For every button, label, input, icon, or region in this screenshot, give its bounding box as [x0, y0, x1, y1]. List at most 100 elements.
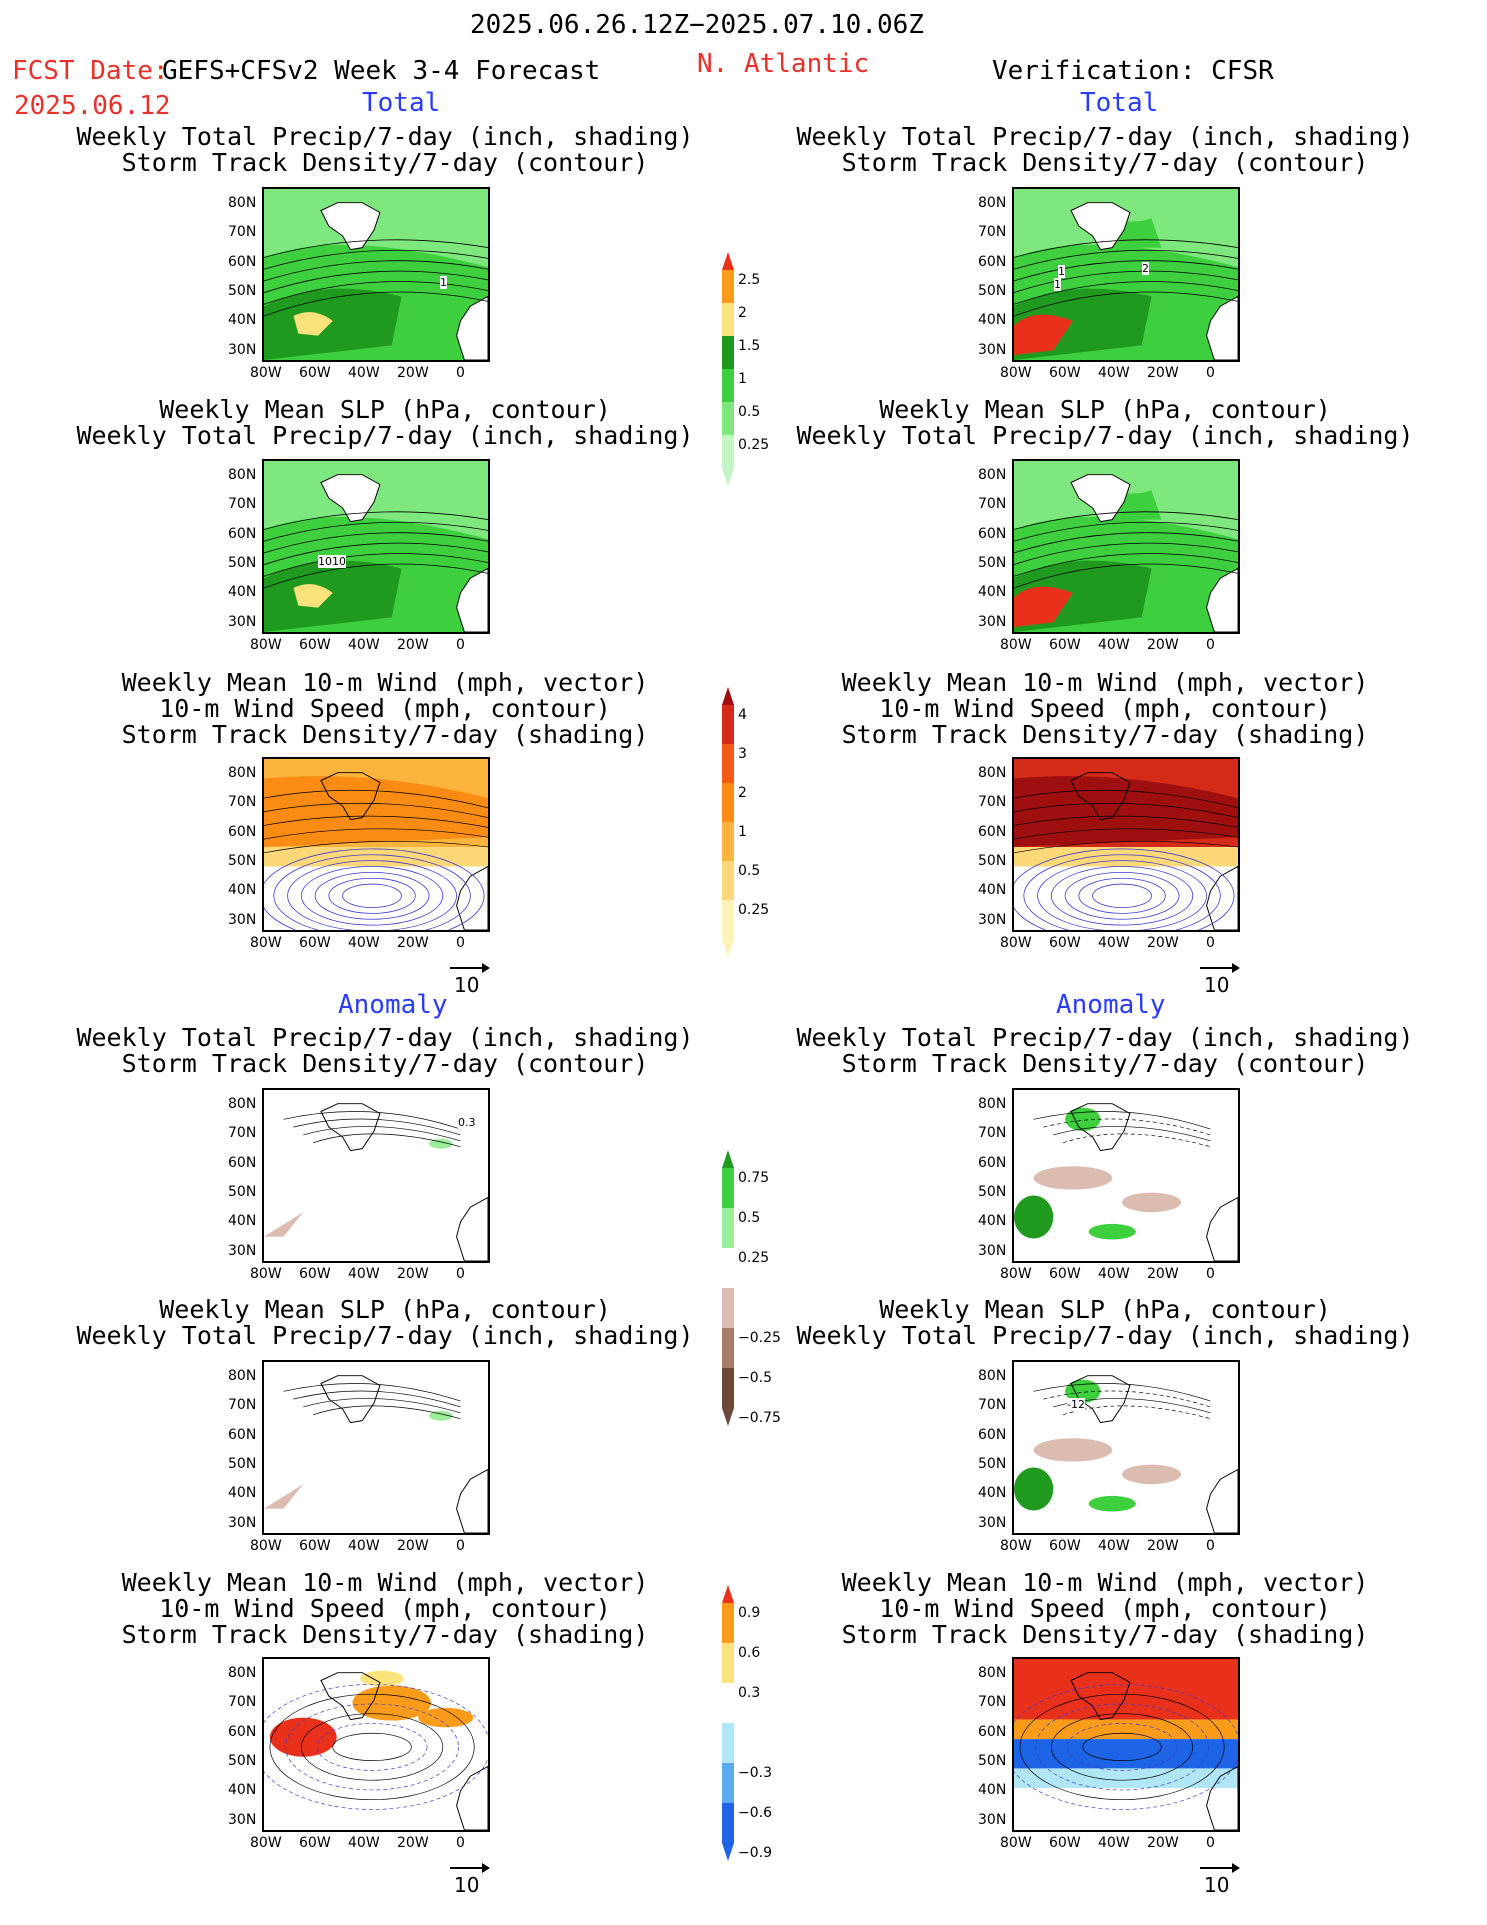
lat-tick-label: 30N: [978, 341, 1007, 358]
colorbar-tick-label: −0.25: [738, 1330, 781, 1346]
precip-anom-negative: [1122, 1464, 1182, 1485]
panel-title-line: Weekly Total Precip/7-day (inch, shading…: [796, 1023, 1414, 1052]
colorbar-bottom-arrow: [722, 939, 734, 957]
contour-line: [1014, 260, 1238, 282]
map-panel-verification-row4: [1012, 1360, 1240, 1535]
lon-tick-label: 20W: [1147, 365, 1179, 381]
wind-speed-contour: [300, 866, 444, 926]
europe-outline: [456, 567, 488, 632]
europe-outline: [1206, 1196, 1238, 1261]
panel-title-line: Weekly Mean SLP (hPa, contour): [159, 1295, 611, 1324]
europe-outline: [1206, 1468, 1238, 1533]
panel-title-forecast-row5: Weekly Mean 10-m Wind (mph, vector) 10-m …: [55, 1570, 715, 1648]
colorbar-top-arrow: [722, 687, 734, 705]
wind-speed-contour: [1035, 1703, 1209, 1791]
lat-tick-label: 40N: [228, 1213, 257, 1230]
lat-tick-label: 70N: [978, 224, 1007, 241]
greenland-outline: [320, 1375, 381, 1424]
precip-anom-positive: [1088, 1495, 1136, 1512]
lat-tick-label: 60N: [978, 1426, 1007, 1443]
panel-title-forecast-row0: Weekly Total Precip/7-day (inch, shading…: [55, 124, 715, 176]
lon-tick-label: 40W: [348, 365, 380, 381]
colorbar-segment: [722, 1288, 734, 1328]
wind-speed-contour: [264, 802, 488, 818]
lat-tick-label: 40N: [978, 1485, 1007, 1502]
wind-speed-contour: [328, 877, 416, 914]
map-panel-forecast-row1: [262, 459, 490, 634]
fcst-date-value: 2025.06.12: [14, 91, 171, 121]
map-panel-verification-row2: [1012, 757, 1240, 932]
lat-tick-label: 80N: [228, 467, 257, 483]
map-panel-forecast-row3: [262, 1088, 490, 1263]
panel-title-line: Storm Track Density/7-day (shading): [841, 720, 1369, 749]
lon-tick-label: 60W: [299, 1266, 331, 1282]
lat-tick-label: 40N: [228, 882, 257, 899]
lat-tick-label: 70N: [228, 1125, 257, 1142]
lon-tick-label: 20W: [1147, 935, 1179, 951]
vector-reference-label: 10: [1204, 973, 1230, 997]
colorbar-segment: [722, 900, 734, 939]
lat-tick-label: 40N: [978, 312, 1007, 329]
lat-tick-label: 70N: [228, 224, 257, 241]
colorbar-segment: [722, 822, 734, 861]
storm-shading: [1014, 846, 1238, 867]
europe-outline: [456, 865, 488, 930]
lon-tick-label: 20W: [1147, 1266, 1179, 1282]
map-field: [1014, 1362, 1238, 1533]
lat-tick-label: 80N: [978, 467, 1007, 483]
storm-anom-positive: [418, 1707, 474, 1728]
lat-tick-label: 80N: [978, 195, 1007, 211]
lon-tick-label: 0: [456, 637, 465, 653]
anomaly-contour: [313, 1405, 461, 1420]
precip-anom-negative: [264, 1212, 304, 1237]
contour-label: 1: [1058, 265, 1065, 278]
wind-speed-contour: [342, 883, 402, 908]
lon-tick-label: 80W: [1000, 1835, 1032, 1851]
lat-tick-label: 60N: [978, 1154, 1007, 1171]
greenland-outline: [320, 202, 381, 251]
panel-title-verification-row4: Weekly Mean SLP (hPa, contour) Weekly Tot…: [775, 1297, 1435, 1349]
vector-reference: 10: [450, 963, 490, 997]
greenland-outline: [1070, 1672, 1131, 1721]
contour-line: [1014, 553, 1238, 577]
contour-line: [264, 281, 488, 305]
lon-tick-label: 20W: [1147, 637, 1179, 653]
colorbar-tick-label: 4: [738, 707, 747, 723]
panel-title-line: 10-m Wind Speed (mph, contour): [159, 694, 611, 723]
lon-tick-label: 60W: [299, 1538, 331, 1554]
colorbar-tick-label: −0.75: [738, 1410, 781, 1426]
wind-speed-contour: [1082, 1732, 1162, 1761]
precip-max: [1014, 314, 1073, 356]
lat-tick-label: 50N: [978, 1183, 1007, 1200]
fcst-date-label: FCST Date:: [12, 56, 169, 86]
contour-line: [1014, 511, 1238, 530]
panel-title-forecast-row1: Weekly Mean SLP (hPa, contour) Weekly Tot…: [55, 397, 715, 449]
precip-anom-positive: [1088, 1223, 1136, 1240]
lon-tick-label: 80W: [250, 637, 282, 653]
lon-tick-label: 20W: [1147, 1538, 1179, 1554]
wind-speed-contour: [1050, 866, 1194, 926]
colorbar-tick-label: −0.9: [738, 1845, 772, 1861]
lon-tick-label: 0: [456, 1835, 465, 1851]
lat-tick-label: 80N: [228, 1368, 257, 1384]
contour-line: [264, 249, 488, 270]
storm-anom-positive: [360, 1670, 404, 1687]
panel-title-line: Weekly Total Precip/7-day (inch, shading…: [76, 1321, 694, 1350]
contour-label: 1: [440, 276, 447, 289]
lat-tick-label: 50N: [978, 1752, 1007, 1769]
lat-tick-label: 50N: [228, 1752, 257, 1769]
colorbar-tick-label: 2: [738, 785, 747, 801]
colorbar-segment: [722, 1643, 734, 1683]
model-title: GEFS+CFSv2 Week 3-4 Forecast: [162, 56, 601, 86]
map-field: [1014, 1090, 1238, 1261]
wind-speed-contour: [264, 789, 488, 809]
contour-line: [1014, 249, 1238, 270]
lat-tick-label: 50N: [978, 282, 1007, 299]
contour-line: [1014, 270, 1238, 293]
panel-title-line: Weekly Total Precip/7-day (inch, shading…: [796, 1321, 1414, 1350]
lat-tick-label: 60N: [978, 1723, 1007, 1740]
panel-title-line: Weekly Total Precip/7-day (inch, shading…: [796, 421, 1414, 450]
lat-tick-label: 60N: [228, 525, 257, 542]
colorbar-segment: [722, 402, 734, 435]
lon-tick-label: 40W: [1098, 1266, 1130, 1282]
